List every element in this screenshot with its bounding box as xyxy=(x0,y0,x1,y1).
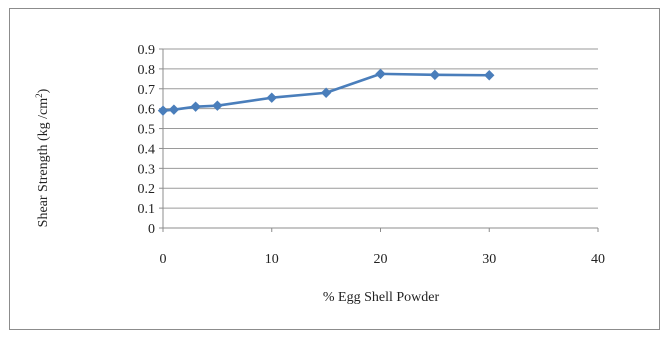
x-tick-label: 20 xyxy=(374,252,388,267)
y-tick-label: 0.1 xyxy=(138,202,156,217)
y-axis-title-end: ) xyxy=(36,88,51,93)
data-point-marker xyxy=(375,68,386,80)
y-axis-title-superscript: 2 xyxy=(34,93,44,98)
x-tick-label: 30 xyxy=(482,252,496,267)
y-tick-label: 0.8 xyxy=(138,63,156,78)
data-point-marker xyxy=(168,104,180,115)
axes xyxy=(159,48,599,232)
data-point-marker xyxy=(266,92,277,103)
x-tick-label: 10 xyxy=(265,252,279,267)
y-tick-label: 0.5 xyxy=(138,123,156,138)
y-tick-label: 0.9 xyxy=(138,43,156,58)
data-point-marker xyxy=(429,69,441,81)
data-point-marker xyxy=(320,87,332,98)
y-tick-label: 0.4 xyxy=(138,142,156,157)
y-tick-label: 0.7 xyxy=(138,83,156,98)
data-point-marker xyxy=(212,100,223,111)
y-tick-labels: 0 0.1 0.2 0.3 0.4 0.5 0.6 0.7 0.8 0.9 xyxy=(138,43,156,237)
y-tick-label: 0.2 xyxy=(138,182,156,197)
y-tick-label: 0 xyxy=(148,222,155,237)
series xyxy=(157,68,495,116)
x-tick-labels: 0 10 20 30 40 xyxy=(160,252,606,267)
data-point-marker xyxy=(190,101,201,112)
gridlines xyxy=(163,48,598,209)
y-axis-title: Shear Strength (kg /cm2) xyxy=(34,88,51,227)
x-tick-label: 0 xyxy=(160,252,167,267)
data-point-marker xyxy=(157,105,169,116)
x-axis-title: % Egg Shell Powder xyxy=(323,290,440,305)
data-point-marker xyxy=(484,70,495,81)
y-axis-title-main: Shear Strength (kg /cm xyxy=(36,98,51,228)
y-tick-label: 0.3 xyxy=(138,162,156,177)
chart-frame xyxy=(9,8,660,330)
y-tick-label: 0.6 xyxy=(138,103,156,118)
x-tick-label: 40 xyxy=(591,252,605,267)
